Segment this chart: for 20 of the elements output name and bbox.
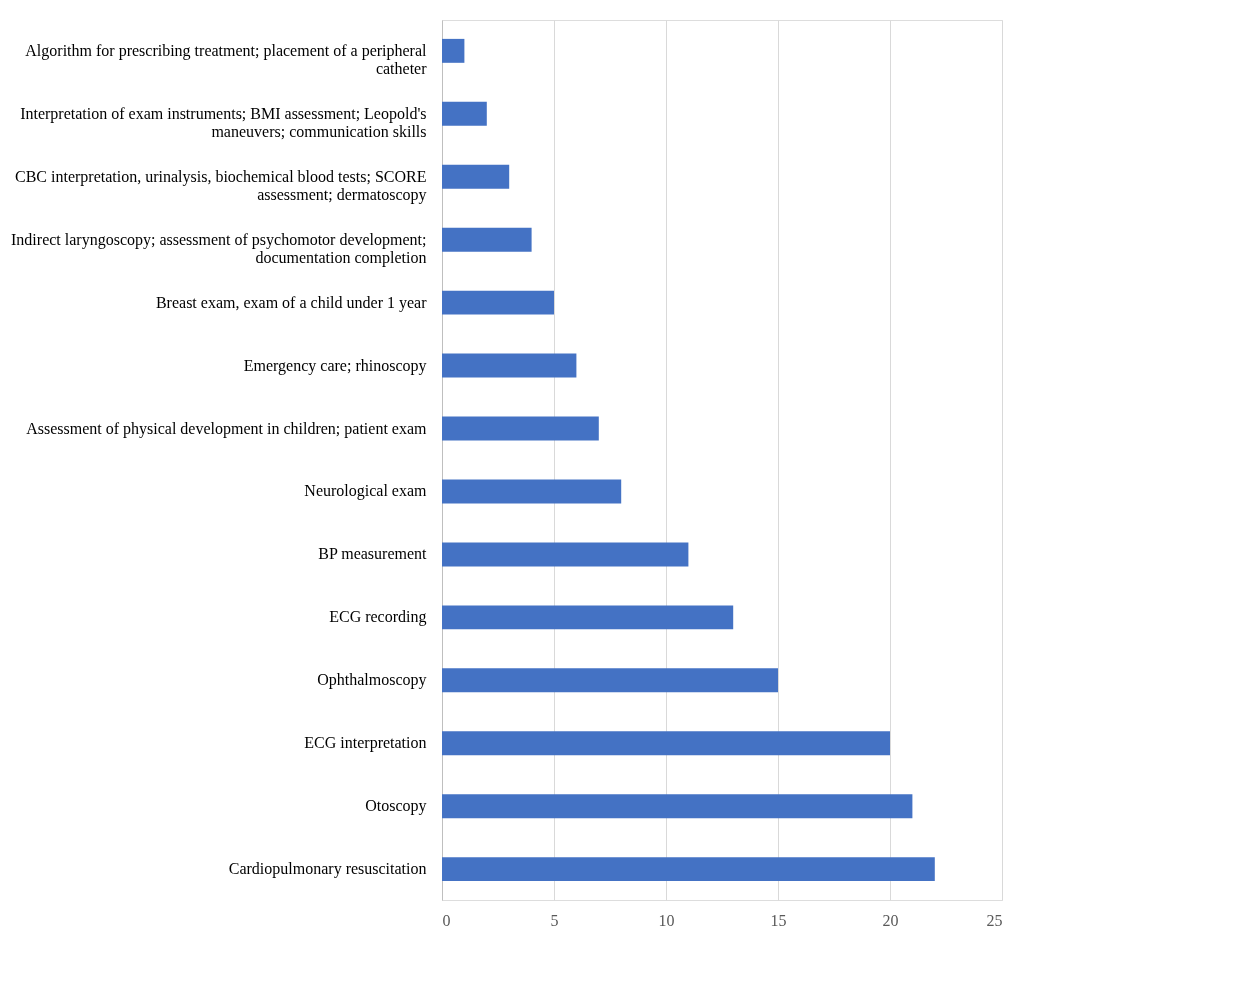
y-tick-label: ECG recording bbox=[329, 608, 427, 627]
x-tick-label: 25 bbox=[986, 911, 1003, 929]
x-tick-label: 10 bbox=[658, 911, 675, 929]
y-tick-label: Ophthalmoscopy bbox=[317, 671, 427, 690]
y-tick-label: ECG interpretation bbox=[304, 734, 427, 753]
y-tick-label: BP measurement bbox=[318, 545, 428, 563]
y-tick-label: Emergency care; rhinoscopy bbox=[243, 356, 427, 375]
y-tick-label: Indirect laryngoscopy; assessment of psychomotor development; documentation completion bbox=[11, 230, 427, 267]
y-tick-label: Cardiopulmonary resuscitation bbox=[228, 860, 427, 879]
x-tick-label: 15 bbox=[770, 911, 787, 929]
y-tick-label: CBC interpretation, urinalysis, biochemical blood tests; SCORE assessment; dermatoscopy bbox=[14, 167, 427, 204]
x-tick-label: 20 bbox=[882, 911, 899, 929]
y-tick-label: Interpretation of exam instruments; BMI assessment; Leopold's maneuvers; communication skills bbox=[20, 104, 427, 140]
y-tick-label: Breast exam, exam of a child under 1 year bbox=[155, 293, 428, 312]
x-tick-label: 5 bbox=[550, 911, 559, 929]
y-tick-label: Otoscopy bbox=[365, 797, 427, 816]
y-tick-label: Assessment of physical development in children; patient exam bbox=[26, 419, 428, 438]
x-tick-label: 0 bbox=[442, 911, 451, 929]
y-tick-label: Neurological exam bbox=[304, 482, 428, 501]
y-tick-label: Algorithm for prescribing treatment; placement of a peripheral catheter bbox=[25, 41, 428, 77]
